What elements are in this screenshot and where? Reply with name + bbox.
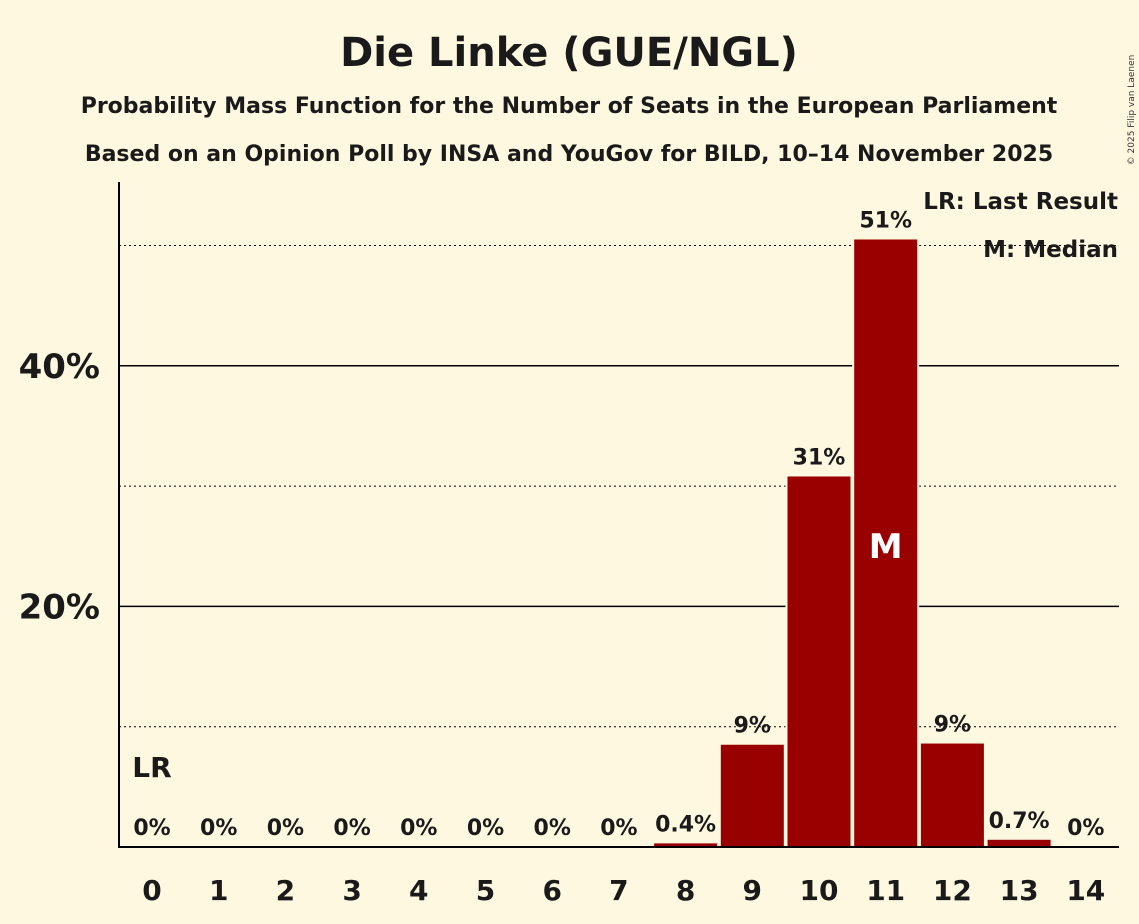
data-label: 0%: [333, 816, 370, 841]
bar-10: [787, 476, 851, 847]
data-label: 0%: [400, 816, 437, 841]
x-tick-label: 7: [609, 874, 628, 907]
x-tick-label: 14: [1066, 874, 1105, 907]
x-tick-label: 12: [933, 874, 972, 907]
x-tick-label: 10: [800, 874, 839, 907]
bar-12: [920, 743, 984, 847]
median-marker: M: [869, 527, 903, 567]
data-label: 31%: [793, 445, 846, 470]
bar-9: [720, 744, 784, 847]
bar-13: [987, 839, 1051, 847]
x-tick-label: 6: [542, 874, 561, 907]
chart-subtitle-2: Based on an Opinion Poll by INSA and You…: [85, 142, 1053, 167]
chart-subtitle-1: Probability Mass Function for the Number…: [81, 94, 1058, 119]
x-tick-label: 5: [476, 874, 495, 907]
data-label: 0%: [600, 816, 637, 841]
data-label: 0%: [1067, 816, 1104, 841]
y-tick-label: 20%: [19, 587, 100, 627]
data-label: 9%: [934, 713, 971, 738]
data-label: 0%: [133, 816, 170, 841]
x-tick-label: 9: [743, 874, 762, 907]
y-tick-label: 40%: [19, 347, 100, 387]
data-label: 0%: [467, 816, 504, 841]
last-result-marker: LR: [132, 751, 171, 784]
x-tick-label: 1: [209, 874, 228, 907]
legend-median: M: Median: [983, 237, 1118, 263]
data-label: 0.7%: [989, 809, 1050, 834]
data-label: 0%: [267, 816, 304, 841]
x-tick-label: 2: [276, 874, 295, 907]
x-tick-label: 13: [1000, 874, 1039, 907]
copyright: © 2025 Filip van Laenen: [1127, 55, 1137, 166]
data-label: 0.4%: [655, 812, 716, 837]
data-label: 0%: [534, 816, 571, 841]
bar-11: [854, 239, 918, 848]
legend-last-result: LR: Last Result: [923, 189, 1118, 215]
data-label: 0%: [200, 816, 237, 841]
data-label: 9%: [734, 714, 771, 739]
x-tick-label: 11: [866, 874, 905, 907]
chart-title: Die Linke (GUE/NGL): [340, 30, 798, 76]
x-tick-label: 3: [342, 874, 361, 907]
x-tick-label: 0: [142, 874, 161, 907]
x-tick-label: 8: [676, 874, 695, 907]
x-tick-label: 4: [409, 874, 428, 907]
bar-8: [654, 843, 718, 847]
data-label: 51%: [859, 208, 912, 233]
